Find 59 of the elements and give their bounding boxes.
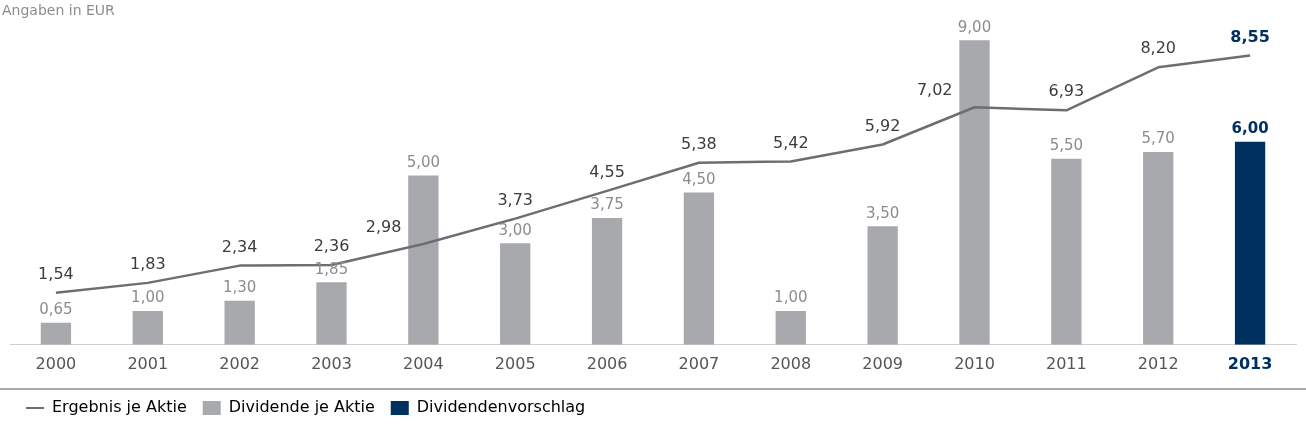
x-tick-label: 2011: [1046, 353, 1087, 373]
x-tick-label: 2002: [219, 353, 260, 373]
data-label: 5,92: [864, 115, 901, 135]
data-label: 3,50: [865, 203, 900, 222]
x-tick-label: 2008: [770, 353, 812, 373]
data-label: 4,50: [682, 169, 716, 188]
text: Angaben in EUR: [2, 2, 115, 18]
x-tick-label: 2012: [1137, 353, 1179, 373]
x-tick-label: 2009: [862, 353, 903, 373]
bar: [316, 282, 347, 345]
data-label: 3,00: [498, 220, 532, 239]
bar: [683, 192, 715, 345]
bar: [1234, 141, 1266, 345]
data-label: 9,00: [957, 17, 992, 36]
x-tick-label: 2003: [311, 353, 352, 373]
legend-label: Dividende je Aktie: [228, 397, 375, 417]
data-label: 5,42: [772, 132, 809, 152]
bar: [1143, 151, 1174, 345]
data-label: 1,83: [129, 254, 166, 274]
bar: [775, 310, 806, 345]
bar: [867, 226, 898, 345]
data-label: 0,65: [39, 300, 73, 319]
bar: [959, 40, 990, 345]
bar: [40, 322, 72, 345]
bar: [408, 175, 439, 345]
data-label: 6,00: [1231, 119, 1269, 138]
data-label: 3,73: [497, 189, 534, 209]
x-tick-label: 2013: [1227, 353, 1273, 373]
legend-label: Dividendenvorschlag: [416, 397, 586, 417]
data-label: 5,38: [681, 133, 717, 153]
bar: [224, 300, 255, 345]
data-label: 2,36: [313, 236, 350, 256]
data-label: 7,02: [916, 80, 953, 100]
bar: [132, 310, 163, 345]
x-tick-label: 2010: [954, 353, 995, 373]
data-label: 1,30: [222, 278, 257, 297]
data-label: 5,00: [406, 153, 441, 172]
bar: [1051, 158, 1082, 345]
data-label: 4,55: [589, 162, 625, 181]
data-label: 1,54: [38, 263, 74, 283]
bar: [591, 217, 623, 345]
data-label: 1,00: [131, 288, 165, 307]
bar: [500, 243, 531, 345]
data-label: 8,55: [1230, 26, 1270, 46]
data-label: 3,75: [590, 195, 624, 214]
data-label: 1,00: [774, 288, 808, 307]
data-label: 6,93: [1048, 81, 1085, 101]
x-tick-label: 2004: [403, 353, 444, 373]
data-label: 2,98: [365, 217, 402, 237]
x-tick-label: 2001: [127, 353, 169, 373]
x-tick-label: 2000: [35, 353, 77, 373]
data-label: 5,70: [1141, 129, 1175, 148]
data-label: 5,50: [1049, 136, 1084, 155]
data-label: 8,20: [1140, 38, 1177, 58]
data-label: 2,34: [221, 236, 258, 256]
x-tick-label: 2007: [678, 353, 720, 373]
x-tick-label: 2006: [586, 353, 628, 373]
legend-label: Ergebnis je Aktie: [52, 397, 187, 417]
x-tick-label: 2005: [494, 353, 536, 373]
